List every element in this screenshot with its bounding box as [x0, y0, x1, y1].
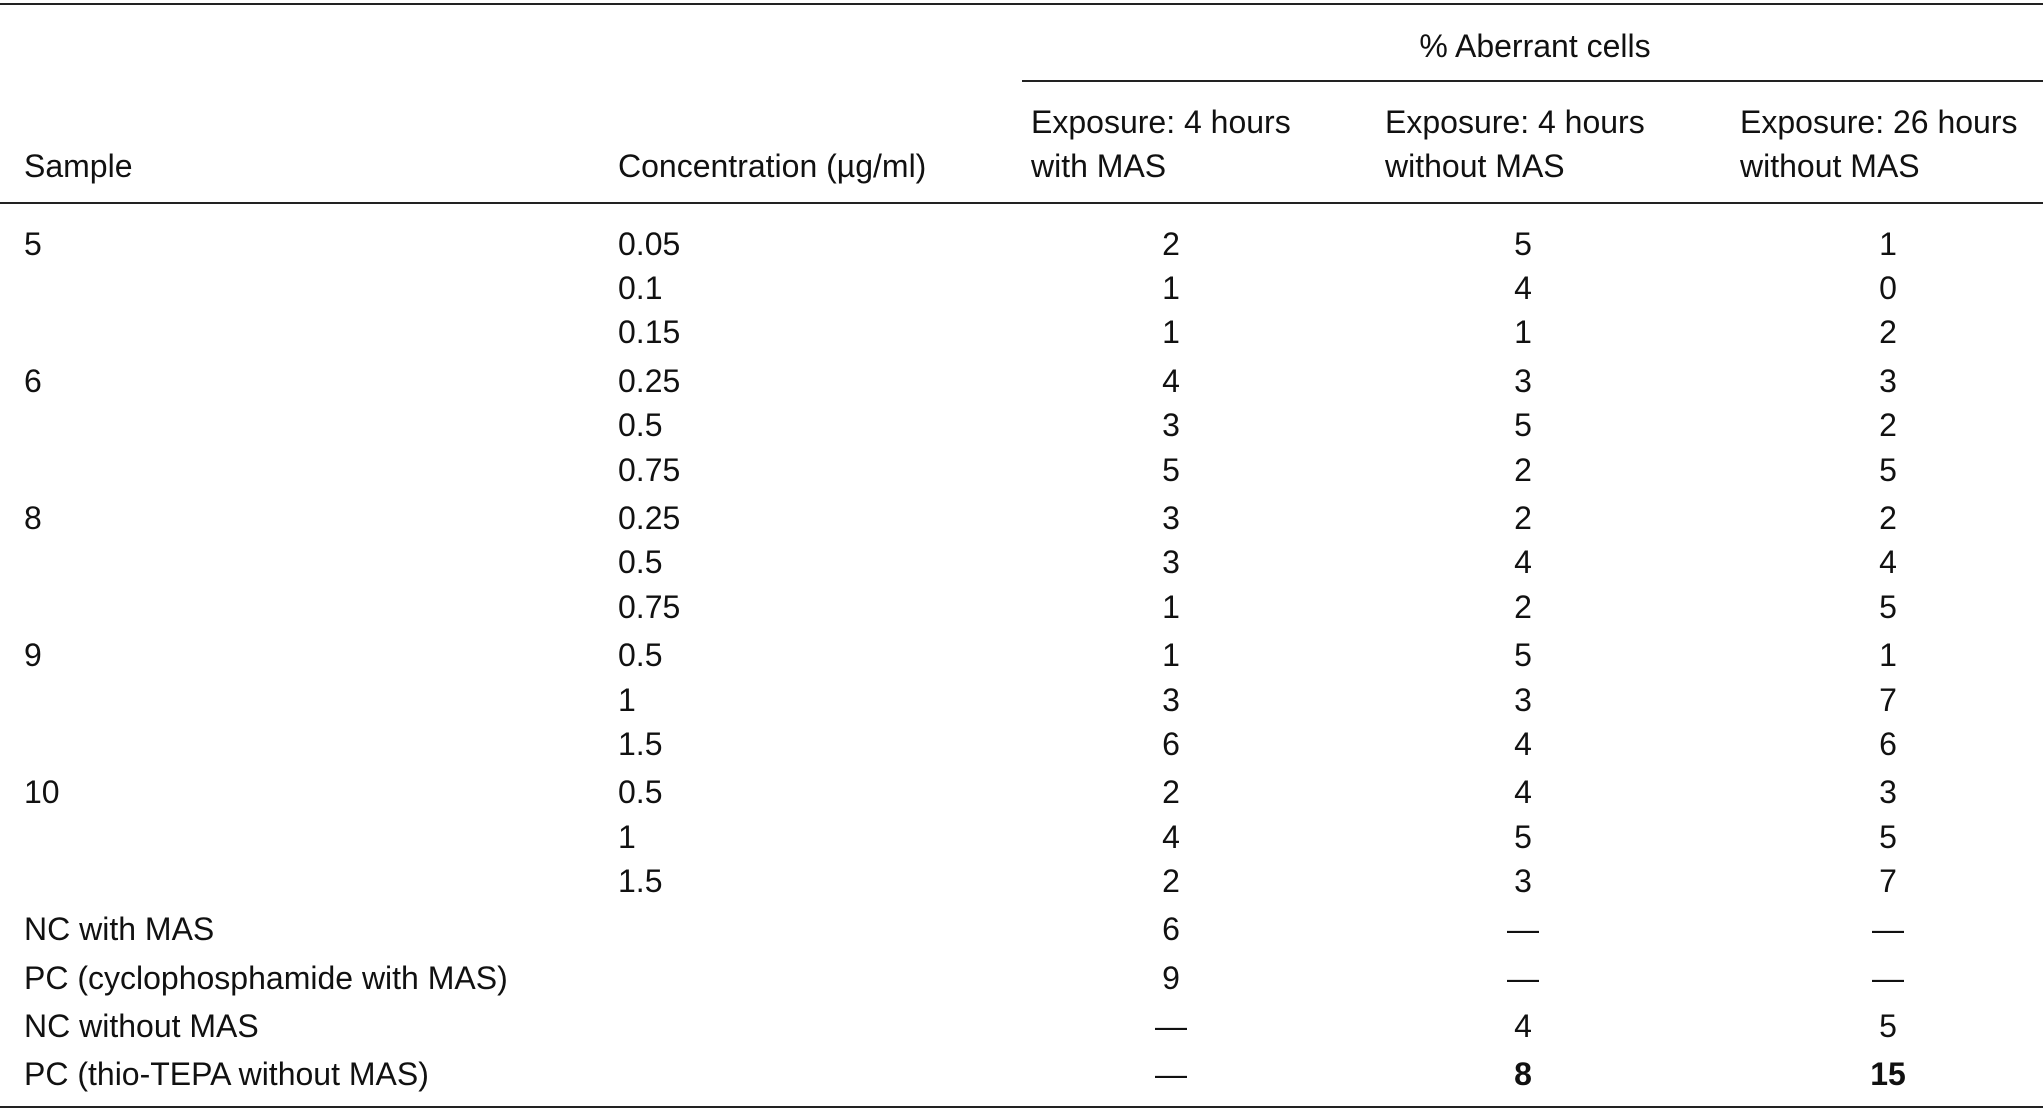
value-cell: 5 [1162, 451, 1180, 488]
column-header: Exposure: 4 hours without MAS [1385, 104, 1645, 184]
column-header: Concentration (µg/ml) [618, 148, 927, 184]
column-header: Exposure: 4 hours with MAS [1031, 104, 1291, 184]
value-cell: 5 [1514, 637, 1532, 674]
value-cell: — [1155, 1008, 1187, 1045]
value-cell: 2 [1514, 499, 1532, 536]
value-cell: 5 [1879, 588, 1897, 625]
value-cell: 9 [1162, 959, 1180, 996]
concentration-cell: 0.25 [618, 499, 681, 536]
value-cell: 4 [1879, 544, 1897, 581]
sample-cell: 9 [24, 637, 42, 674]
value-cell: 3 [1514, 681, 1532, 718]
value-cell: 2 [1162, 774, 1180, 811]
column-header: Exposure: 26 hours without MAS [1740, 104, 2018, 184]
value-cell: 4 [1162, 362, 1180, 399]
control-label: NC without MAS [24, 1008, 259, 1045]
value-cell: 2 [1514, 588, 1532, 625]
concentration-cell: 1 [618, 818, 636, 855]
concentration-cell: 0.5 [618, 407, 663, 444]
value-cell: 4 [1514, 725, 1532, 762]
control-label: PC (cyclophosphamide with MAS) [24, 959, 508, 996]
value-cell: 5 [1879, 451, 1897, 488]
value-cell: 1 [1162, 637, 1180, 674]
value-cell: 3 [1879, 362, 1897, 399]
value-cell: 6 [1162, 911, 1180, 948]
value-cell: 1 [1514, 314, 1532, 351]
value-cell: 2 [1514, 451, 1532, 488]
value-cell: 5 [1514, 407, 1532, 444]
value-cell: 4 [1514, 544, 1532, 581]
concentration-cell: 0.5 [618, 544, 663, 581]
value-cell: 6 [1162, 725, 1180, 762]
header-rule [0, 202, 2043, 204]
value-cell: 6 [1879, 725, 1897, 762]
value-cell: 4 [1162, 818, 1180, 855]
sample-cell: 8 [24, 499, 42, 536]
value-cell: — [1507, 959, 1539, 996]
value-cell: 3 [1879, 774, 1897, 811]
value-cell: — [1872, 911, 1904, 948]
concentration-cell: 0.5 [618, 637, 663, 674]
value-cell: 1 [1162, 270, 1180, 307]
concentration-cell: 1 [618, 681, 636, 718]
value-cell: 3 [1162, 544, 1180, 581]
value-cell: — [1872, 959, 1904, 996]
concentration-cell: 0.25 [618, 362, 681, 399]
value-cell: 3 [1514, 863, 1532, 900]
control-label: PC (thio-TEPA without MAS) [24, 1056, 429, 1093]
column-header: Sample [24, 148, 133, 184]
value-cell: 2 [1162, 225, 1180, 262]
concentration-cell: 0.75 [618, 588, 681, 625]
value-cell: 2 [1879, 499, 1897, 536]
concentration-cell: 0.05 [618, 225, 681, 262]
value-cell: 8 [1514, 1056, 1532, 1093]
value-cell: 3 [1162, 407, 1180, 444]
value-cell: 0 [1879, 270, 1897, 307]
value-cell: 2 [1162, 863, 1180, 900]
value-cell: 1 [1162, 314, 1180, 351]
value-cell: 3 [1162, 499, 1180, 536]
concentration-cell: 0.75 [618, 451, 681, 488]
concentration-cell: 1.5 [618, 725, 663, 762]
sample-cell: 6 [24, 362, 42, 399]
value-cell: 7 [1879, 681, 1897, 718]
sample-cell: 10 [24, 774, 60, 811]
value-cell: — [1155, 1056, 1187, 1093]
concentration-cell: 0.5 [618, 774, 663, 811]
value-cell: 5 [1514, 225, 1532, 262]
value-cell: — [1507, 911, 1539, 948]
group-header: % Aberrant cells [1419, 28, 1651, 64]
value-cell: 3 [1514, 362, 1532, 399]
value-cell: 4 [1514, 774, 1532, 811]
bottom-rule [0, 1106, 2043, 1108]
value-cell: 5 [1879, 1008, 1897, 1045]
control-label: NC with MAS [24, 911, 215, 948]
value-cell: 5 [1879, 818, 1897, 855]
value-cell: 1 [1879, 225, 1897, 262]
concentration-cell: 0.15 [618, 314, 681, 351]
value-cell: 2 [1879, 407, 1897, 444]
value-cell: 1 [1879, 637, 1897, 674]
value-cell: 4 [1514, 1008, 1532, 1045]
value-cell: 1 [1162, 588, 1180, 625]
top-rule [0, 3, 2043, 5]
sample-cell: 5 [24, 225, 42, 262]
value-cell: 7 [1879, 863, 1897, 900]
value-cell: 3 [1162, 681, 1180, 718]
concentration-cell: 0.1 [618, 270, 663, 307]
group-rule [1022, 80, 2043, 82]
value-cell: 15 [1870, 1056, 1906, 1093]
concentration-cell: 1.5 [618, 863, 663, 900]
value-cell: 2 [1879, 314, 1897, 351]
value-cell: 5 [1514, 818, 1532, 855]
value-cell: 4 [1514, 270, 1532, 307]
